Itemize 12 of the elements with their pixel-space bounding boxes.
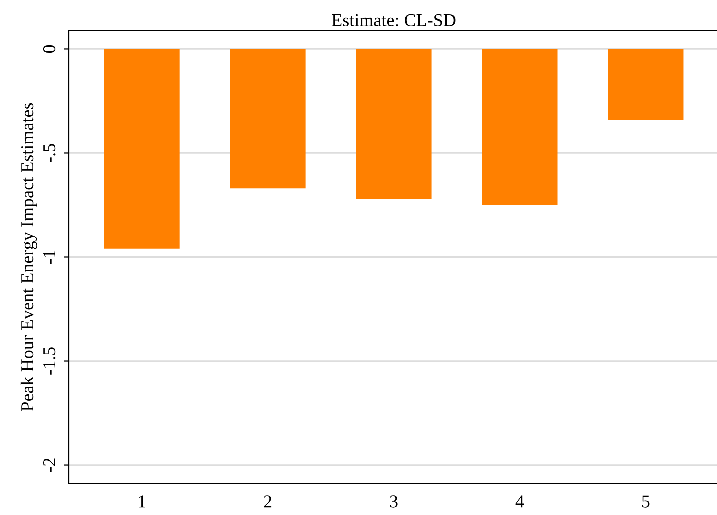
y-tick-label: 0 <box>43 45 56 54</box>
y-tick-label: -2 <box>43 458 56 472</box>
y-tick-label: -.5 <box>44 144 56 162</box>
y-axis-title: Peak Hour Event Energy Impact Estimates <box>20 103 38 412</box>
x-tick-label: 1 <box>139 496 146 508</box>
chart-title: Estimate: CL-SD <box>332 14 456 27</box>
x-tick-label: 2 <box>264 496 272 508</box>
y-tick-label: -1 <box>44 250 56 264</box>
y-tick-label: -1.5 <box>44 348 56 375</box>
x-tick-label: 4 <box>516 496 524 508</box>
x-tick-label: 5 <box>642 496 650 508</box>
x-tick-label: 3 <box>390 496 398 508</box>
